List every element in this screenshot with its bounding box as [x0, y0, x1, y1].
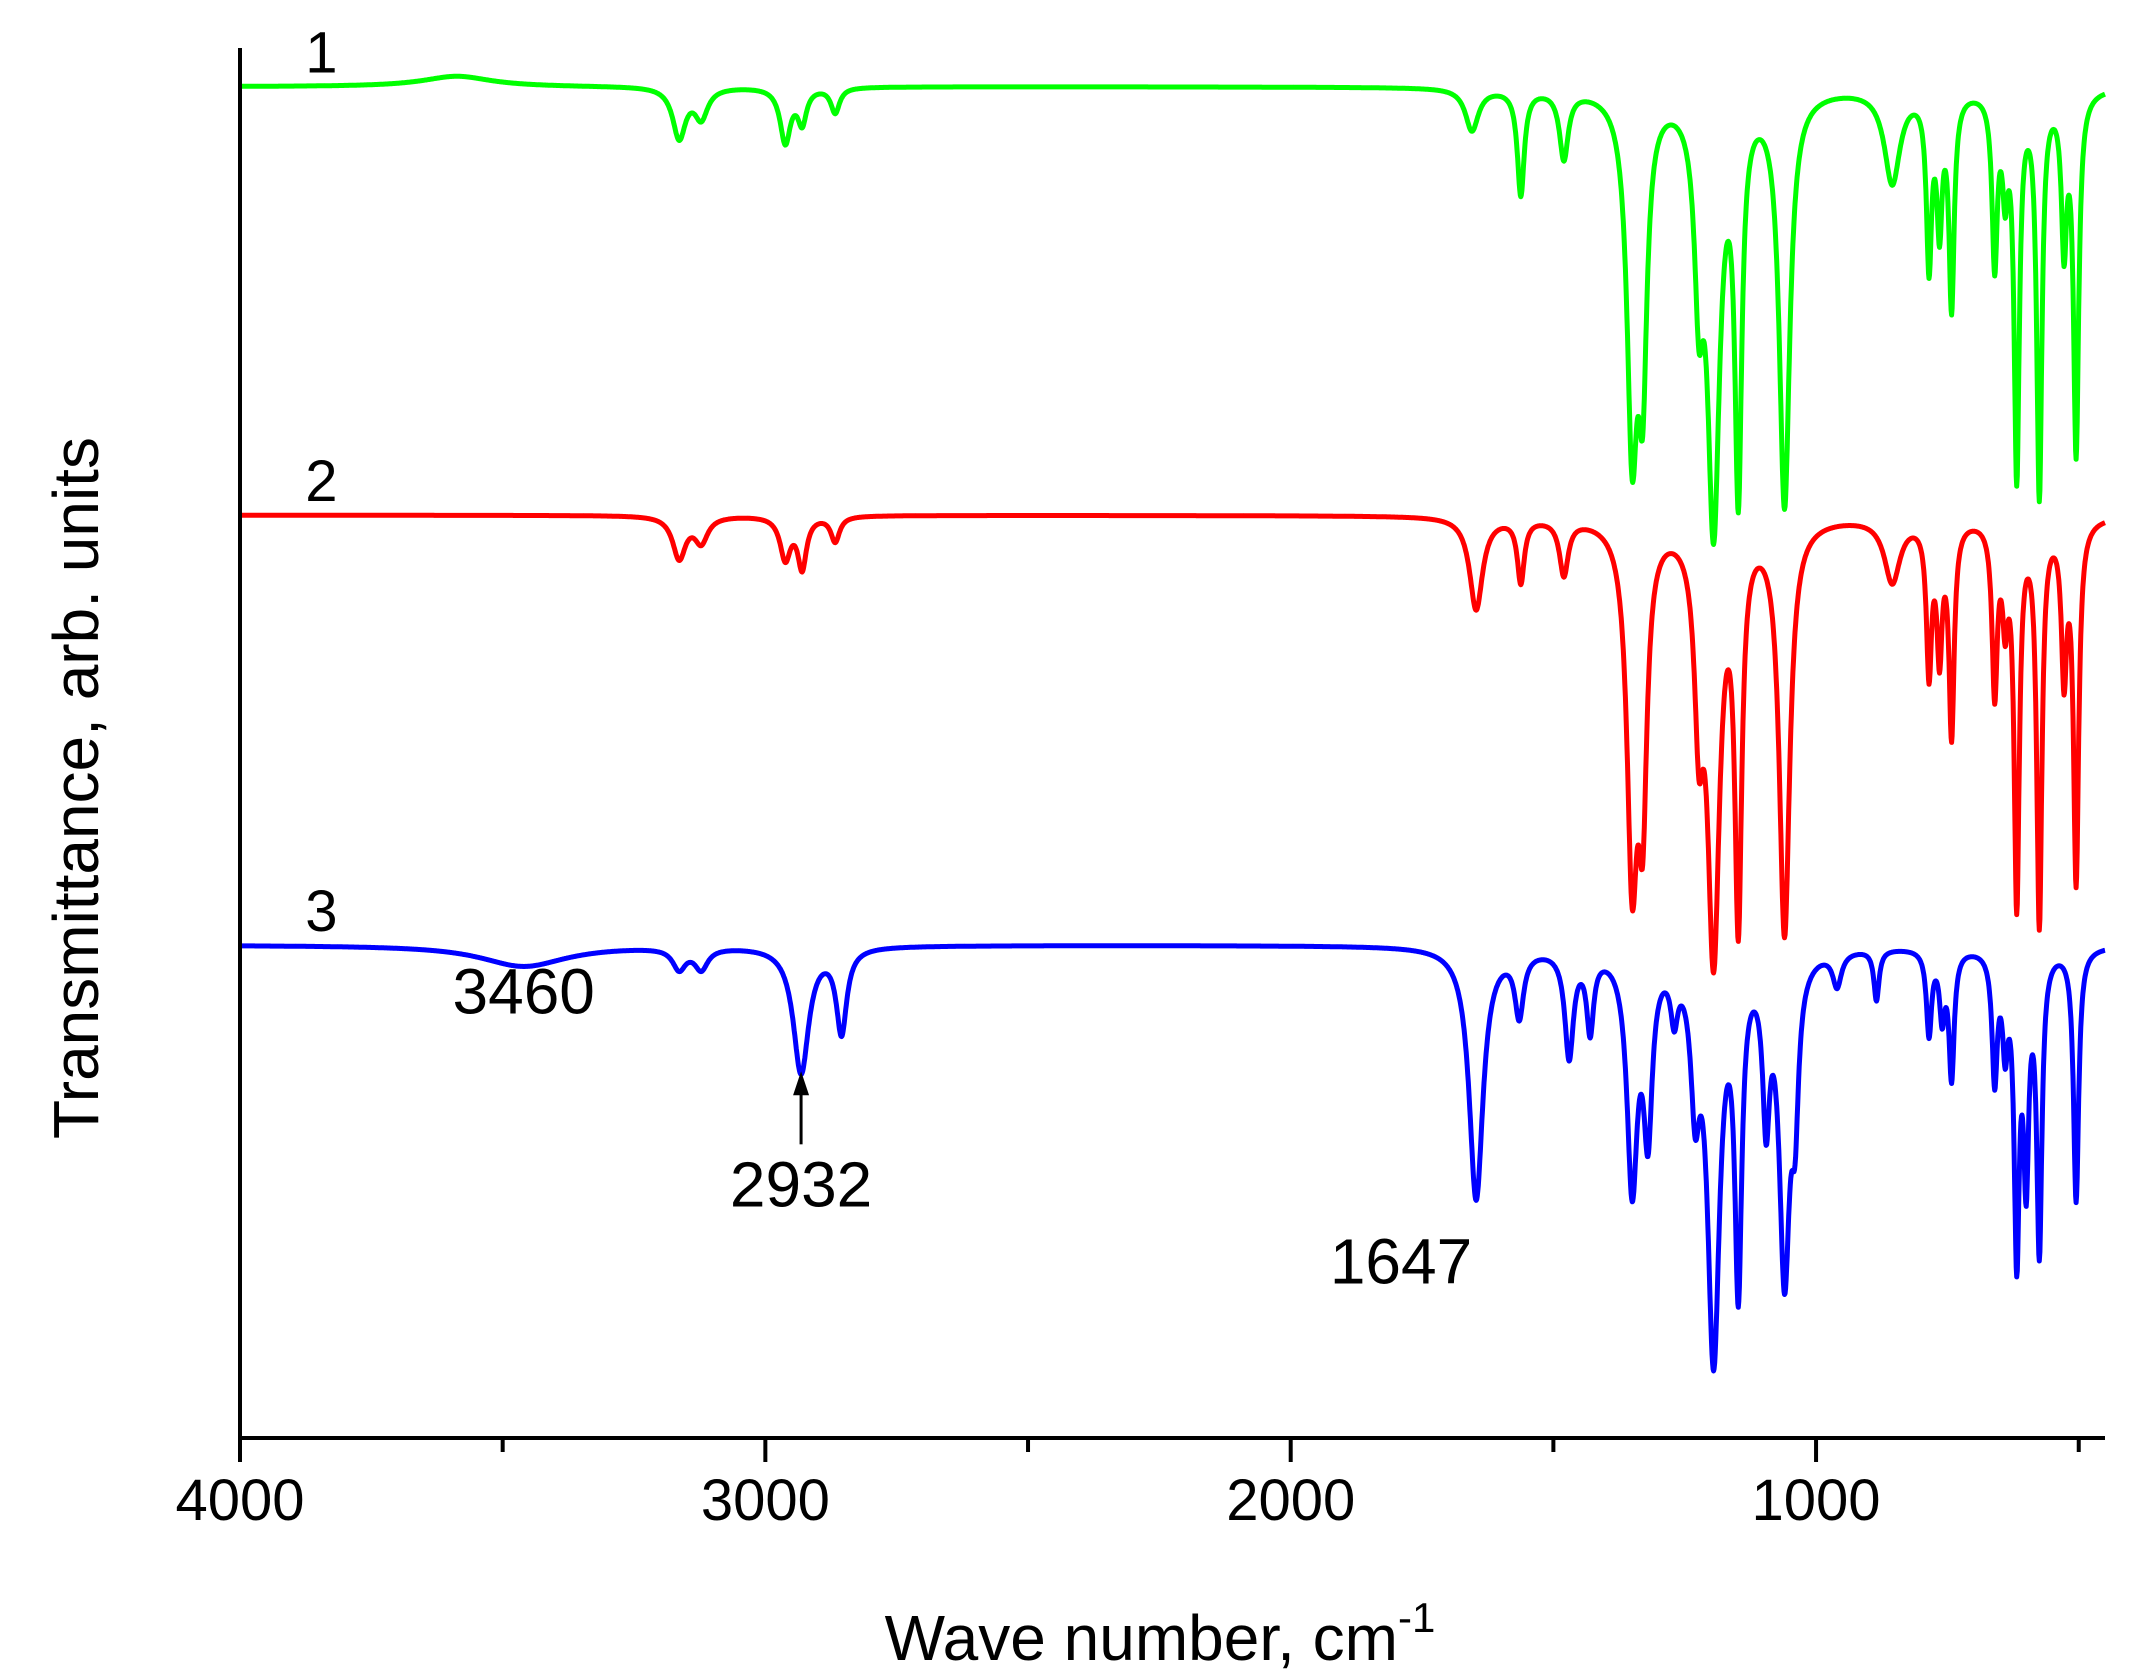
- peak-label-1647: 1647: [1330, 1226, 1472, 1298]
- peak-label-3460: 3460: [453, 955, 595, 1027]
- x-tick-label: 1000: [1752, 1468, 1881, 1533]
- spectra-curves: [238, 73, 2107, 1374]
- series-label-3: 3: [305, 879, 337, 944]
- y-axis-title: Transmittance, arb. units: [40, 437, 112, 1139]
- series-label-1: 1: [305, 21, 337, 86]
- x-axis-ticks: 4000 3000 2000 1000: [175, 1438, 2081, 1533]
- peak-arrow-head: [793, 1071, 810, 1096]
- x-axis-title: Wave number, cm-1: [885, 1594, 1436, 1674]
- peak-annotations: 3460 2932 1647: [453, 955, 1473, 1297]
- axes: [238, 48, 2105, 1440]
- x-tick-label: 3000: [701, 1468, 830, 1533]
- x-tick-label: 2000: [1226, 1468, 1355, 1533]
- spectrum-line-2: [238, 512, 2107, 976]
- spectrum-line-1: [238, 73, 2107, 547]
- series-labels: 1 2 3: [305, 21, 337, 944]
- x-axis-title-text: Wave number, cm: [885, 1602, 1398, 1674]
- x-tick-label: 4000: [175, 1468, 304, 1533]
- peak-label-2932: 2932: [730, 1148, 872, 1220]
- series-label-2: 2: [305, 449, 337, 514]
- x-axis-title-superscript: -1: [1398, 1594, 1435, 1641]
- spectrum-line-3: [238, 943, 2107, 1374]
